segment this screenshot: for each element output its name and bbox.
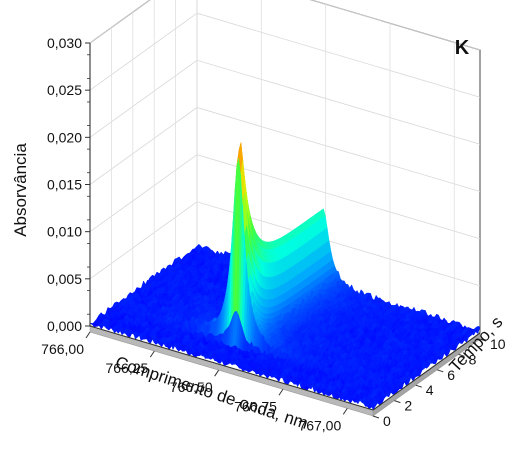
z-grid-line xyxy=(89,0,481,51)
surface-plot xyxy=(89,142,481,417)
